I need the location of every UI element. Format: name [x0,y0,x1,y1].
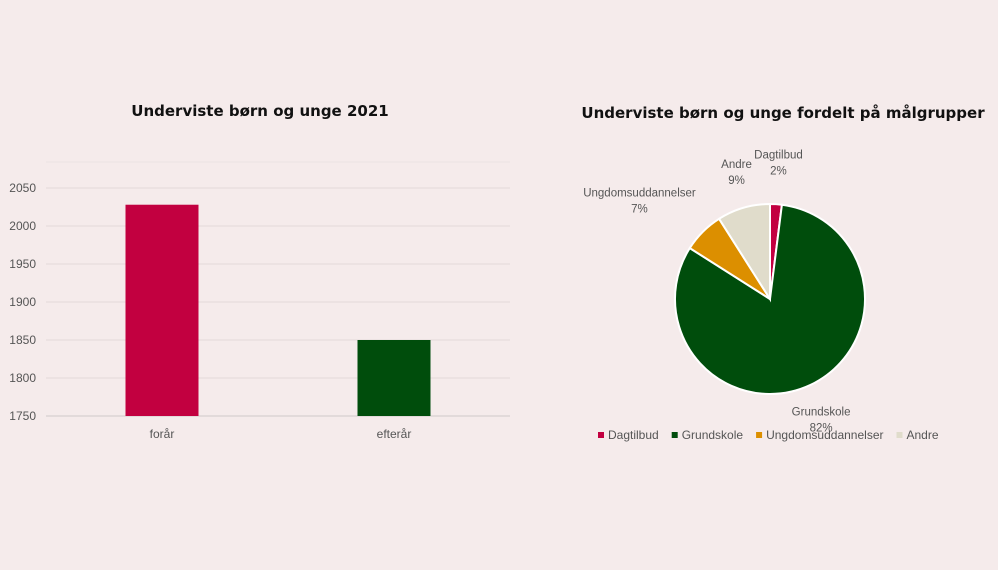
bar-chart-title: Underviste børn og unge 2021 [131,102,388,120]
legend-swatch [896,432,903,438]
pie-slice-andre [717,202,771,303]
pie-data-value: 7% [631,203,648,215]
bar-chart: 1750 1800 1850 1900 1950 2000 2050 forår efterår [9,161,510,441]
y-tick-label: 2000 [9,219,36,233]
pie-data-value: 9% [728,175,745,187]
pie-data-label: Ungdomsuddannelser [583,187,696,199]
legend-swatch [671,432,678,438]
y-tick-label: 1750 [9,409,36,423]
pie-data-label: Grundskole [792,407,851,419]
bar-0 [125,204,199,416]
bar-1 [357,340,431,416]
pie-chart-title: Underviste børn og unge fordelt på målgr… [581,104,985,122]
y-tick-label: 1850 [9,333,36,347]
legend-label: Dagtilbud [608,428,659,442]
y-tick-label: 1950 [9,257,36,271]
y-tick-label: 1800 [9,371,36,385]
legend-label: Grundskole [682,428,744,442]
legend-label: Ungdomsuddannelser [766,428,883,442]
x-tick-label: forår [150,427,175,441]
pie-data-label: Andre [721,159,752,171]
pie-chart: Dagtilbud2%Grundskole82%Ungdomsuddannels… [583,149,939,442]
y-tick-label: 1900 [9,295,36,309]
pie-data-value: 2% [770,165,787,177]
pie-data-label: Dagtilbud [754,149,803,161]
x-tick-label: efterår [377,427,412,441]
legend-swatch [598,432,604,438]
legend-label: Andre [907,428,939,442]
y-tick-label: 2050 [9,181,36,195]
legend-swatch [756,432,763,438]
pie-data-value: 82% [810,423,833,435]
